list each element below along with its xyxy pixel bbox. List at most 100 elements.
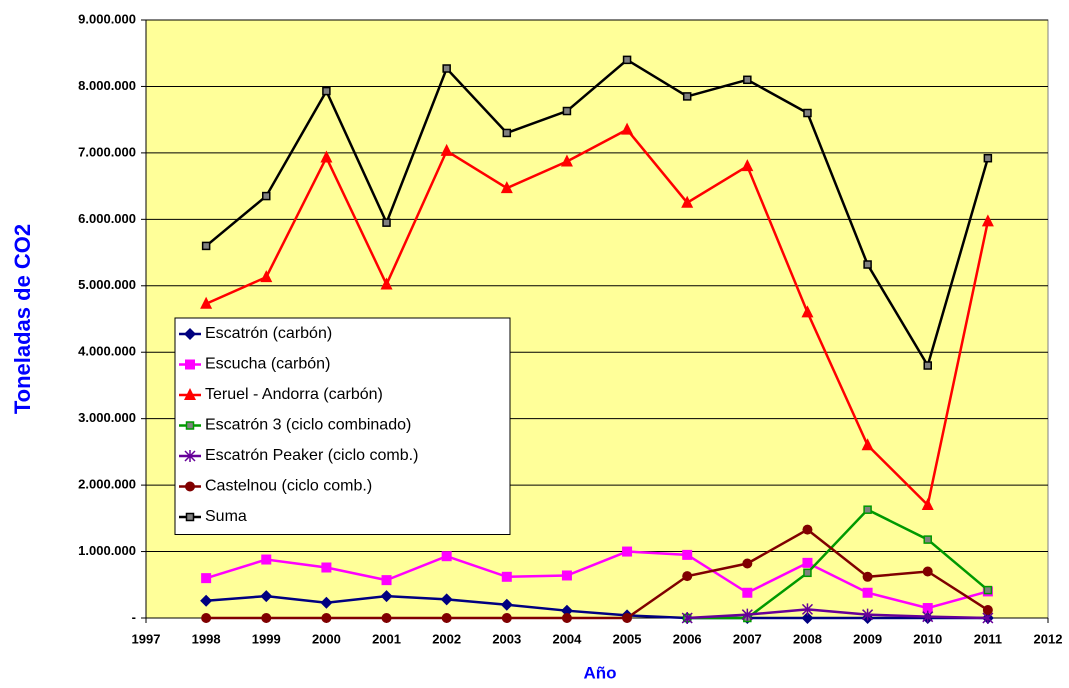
marker — [502, 128, 512, 138]
marker — [982, 605, 993, 616]
marker — [382, 218, 391, 227]
marker — [560, 604, 573, 617]
marker — [321, 562, 332, 573]
marker — [200, 296, 213, 309]
marker — [560, 154, 573, 167]
marker — [622, 613, 633, 623]
marker — [442, 64, 451, 73]
marker — [440, 143, 453, 156]
x-tick-label: 2006 — [673, 631, 702, 646]
marker — [622, 546, 633, 557]
marker — [380, 277, 393, 290]
marker — [863, 260, 872, 269]
marker — [863, 505, 872, 514]
marker — [501, 571, 512, 582]
marker — [321, 613, 332, 623]
y-tick-label: 4.000.000 — [78, 344, 136, 359]
marker — [741, 159, 754, 172]
marker — [862, 571, 873, 582]
marker — [802, 557, 813, 568]
x-tick-label: 2012 — [1034, 631, 1063, 646]
x-tick-label: 2010 — [913, 631, 942, 646]
y-tick-label: 8.000.000 — [78, 78, 136, 93]
marker — [185, 359, 195, 370]
marker — [923, 535, 932, 544]
legend-label: Castelnou (ciclo comb.) — [205, 478, 372, 495]
marker — [801, 612, 814, 624]
marker — [742, 587, 753, 598]
legend-label: Teruel - Andorra (carbón) — [205, 386, 383, 403]
y-tick-label: 2.000.000 — [78, 477, 136, 492]
marker — [861, 438, 874, 451]
y-tick-label: 9.000.000 — [78, 11, 136, 26]
marker — [201, 241, 211, 251]
x-tick-label: 1999 — [252, 631, 281, 646]
marker — [501, 613, 512, 623]
marker — [262, 191, 271, 201]
legend-label: Suma — [205, 508, 247, 525]
marker — [922, 603, 933, 614]
marker — [681, 195, 694, 208]
marker — [741, 608, 753, 621]
marker — [441, 551, 452, 562]
series-line — [206, 594, 988, 620]
marker — [201, 573, 212, 584]
marker — [381, 613, 392, 623]
marker — [923, 361, 932, 370]
series — [201, 55, 993, 370]
legend-label: Escatrón (carbón) — [205, 325, 332, 342]
marker — [562, 106, 572, 116]
x-tick-label: 2007 — [733, 631, 762, 646]
marker — [801, 603, 813, 616]
y-tick-label: 6.000.000 — [78, 211, 136, 226]
series-line — [205, 128, 990, 508]
x-tick-label: 2005 — [613, 631, 642, 646]
marker — [682, 92, 692, 101]
x-axis-title: Año — [583, 663, 616, 682]
marker — [743, 75, 752, 85]
series — [682, 505, 993, 623]
y-tick-label: 5.000.000 — [78, 277, 136, 292]
marker — [922, 566, 933, 577]
marker — [184, 450, 196, 462]
x-tick-label: 1997 — [132, 631, 161, 646]
marker — [742, 558, 753, 569]
legend-label: Escatrón Peaker (ciclo comb.) — [205, 447, 418, 464]
legend — [174, 317, 511, 535]
marker — [803, 108, 812, 118]
marker — [185, 481, 195, 492]
marker — [184, 328, 196, 340]
y-tick-label: 1.000.000 — [78, 543, 136, 558]
series-line — [206, 528, 989, 620]
x-tick-label: 2002 — [432, 631, 461, 646]
marker — [801, 305, 814, 318]
marker — [320, 596, 333, 609]
marker — [260, 590, 273, 603]
marker — [681, 612, 693, 624]
marker — [682, 549, 693, 560]
marker — [862, 608, 874, 621]
series — [201, 524, 993, 623]
marker — [260, 270, 273, 283]
series-line — [205, 550, 989, 610]
marker — [500, 598, 513, 611]
marker — [201, 613, 212, 623]
x-tick-label: 2000 — [312, 631, 341, 646]
marker — [185, 512, 195, 522]
marker — [261, 613, 272, 623]
marker — [921, 498, 934, 511]
x-tick-label: 1998 — [192, 631, 221, 646]
marker — [322, 86, 331, 96]
marker — [803, 568, 812, 578]
marker — [862, 587, 873, 598]
series-line — [205, 58, 990, 369]
marker — [682, 571, 693, 582]
legend-label: Escucha (carbón) — [205, 356, 330, 373]
y-tick-label: - — [132, 609, 136, 624]
marker — [983, 585, 993, 595]
marker — [200, 594, 213, 607]
marker — [380, 590, 393, 603]
y-tick-label: 3.000.000 — [78, 410, 136, 425]
marker — [983, 153, 993, 163]
